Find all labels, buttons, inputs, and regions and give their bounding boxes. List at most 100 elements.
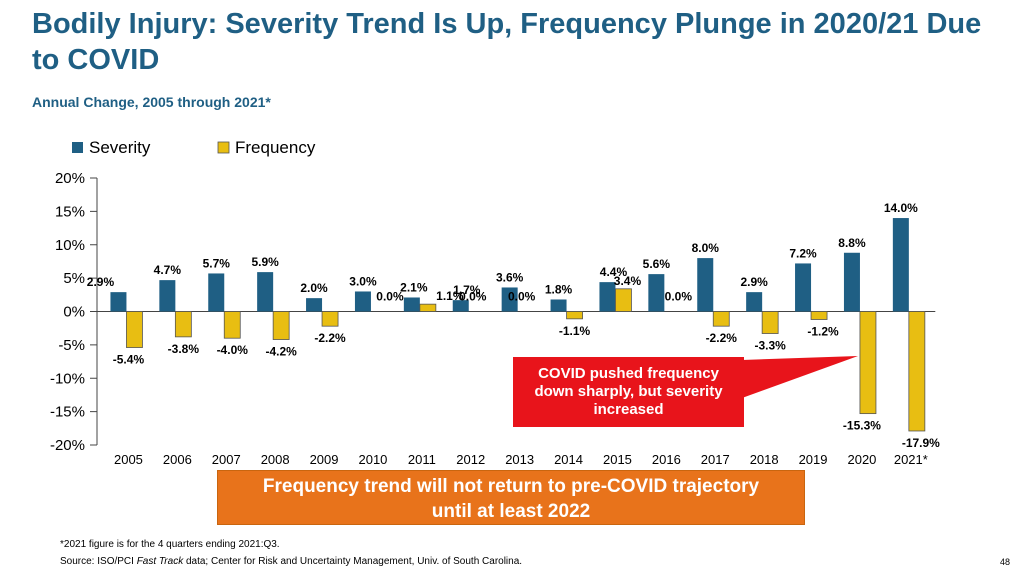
y-tick-label: 0% [63,304,85,321]
x-tick-label: 2021* [894,452,928,467]
severity-data-label: 5.6% [643,257,671,271]
severity-bar [159,280,176,312]
x-tick-label: 2011 [408,452,436,467]
severity-bar [501,287,518,312]
x-tick-label: 2016 [652,452,681,467]
frequency-data-label: -2.2% [314,331,346,345]
footnote-note: *2021 figure is for the 4 quarters endin… [60,539,280,550]
severity-data-label: 8.0% [692,241,720,255]
y-tick-label: 5% [63,270,85,287]
severity-bar [795,263,812,312]
x-tick-label: 2017 [701,452,730,467]
frequency-data-label: 0.0% [508,290,536,304]
frequency-data-label: -15.3% [843,419,881,433]
frequency-bar [272,311,290,340]
y-tick-label: 20% [55,170,85,187]
y-tick-label: 10% [55,237,85,254]
frequency-data-label: 1.1% [436,289,464,303]
chart-subtitle: Annual Change, 2005 through 2021* [32,94,271,110]
frequency-data-label: -5.4% [113,353,145,367]
severity-data-label: 2.9% [740,275,768,289]
x-tick-label: 2019 [799,452,828,467]
y-tick-label: -15% [50,404,85,421]
severity-data-label: 2.1% [400,280,428,294]
footnote: *2021 figure is for the 4 quarters endin… [60,536,522,570]
frequency-data-label: -17.9% [902,436,940,450]
frequency-data-label: 3.4% [614,274,642,288]
y-tick-label: -5% [58,337,85,354]
severity-bar [648,274,665,312]
frequency-bar [615,288,632,312]
y-tick-label: 15% [55,203,85,220]
x-tick-label: 2020 [847,452,876,467]
legend-severity-swatch [72,142,83,153]
severity-bar [306,298,323,312]
frequency-data-label: 0.0% [459,290,487,304]
page-number: 48 [1000,557,1011,567]
legend-frequency-swatch [217,141,230,154]
covid-callout: COVID pushed frequency down sharply, but… [513,357,744,427]
frequency-bar [321,311,339,327]
page-title: Bodily Injury: Severity Trend Is Up, Fre… [32,8,982,76]
frequency-bar [810,311,828,320]
frequency-data-label: -1.2% [807,325,839,339]
frequency-data-label: -3.3% [754,339,786,353]
footnote-source-prefix: Source: ISO/PCI [60,556,137,567]
x-tick-label: 2008 [261,452,290,467]
x-tick-label: 2006 [163,452,192,467]
x-tick-label: 2014 [554,452,583,467]
frequency-data-label: 0.0% [376,290,404,304]
y-tick-label: -20% [50,437,85,454]
severity-data-label: 3.0% [349,274,377,288]
frequency-data-label: -4.2% [265,345,297,359]
trend-banner: Frequency trend will not return to pre-C… [217,470,805,525]
severity-bar [550,299,567,312]
x-tick-label: 2015 [603,452,632,467]
legend-frequency-label: Frequency [235,138,316,157]
severity-data-label: 5.7% [203,256,231,270]
severity-bar [892,218,909,312]
severity-data-label: 14.0% [884,201,918,215]
frequency-data-label: 0.0% [665,290,693,304]
severity-data-label: 7.2% [789,246,817,260]
severity-bar [599,282,616,312]
frequency-data-label: -1.1% [559,324,591,338]
severity-data-label: 3.6% [496,270,524,284]
severity-data-label: 2.9% [87,275,115,289]
x-tick-label: 2005 [114,452,143,467]
frequency-bar [908,311,926,432]
severity-data-label: 1.7% [453,283,481,297]
severity-bar [746,292,763,312]
severity-data-label: 4.4% [600,265,628,279]
x-tick-label: 2018 [750,452,779,467]
footnote-source-suffix: data; Center for Risk and Uncertainty Ma… [183,556,523,567]
frequency-bar [126,311,143,348]
frequency-bar [859,311,877,415]
frequency-bar [761,311,779,334]
frequency-bar [712,311,730,327]
frequency-bar [566,311,583,320]
severity-data-label: 4.7% [154,263,182,277]
x-tick-label: 2013 [505,452,534,467]
frequency-bar [223,311,241,339]
severity-data-label: 5.9% [251,255,279,269]
footnote-source: Source: ISO/PCI Fast Track data; Center … [60,553,522,570]
frequency-data-label: -2.2% [706,331,738,345]
x-tick-label: 2012 [456,452,485,467]
frequency-bar [174,311,192,338]
severity-bar [257,272,274,312]
severity-bar [110,292,127,312]
footnote-source-italic: Fast Track [136,556,184,567]
legend-severity-label: Severity [89,138,151,157]
severity-bar [403,297,420,312]
severity-bar [452,300,469,312]
severity-bar [697,258,714,312]
severity-data-label: 2.0% [300,281,328,295]
severity-bar [843,252,860,312]
y-tick-label: -10% [50,370,85,387]
x-tick-label: 2010 [358,452,387,467]
severity-bar [354,291,371,312]
frequency-data-label: -3.8% [168,342,200,356]
severity-data-label: 8.8% [838,236,866,250]
